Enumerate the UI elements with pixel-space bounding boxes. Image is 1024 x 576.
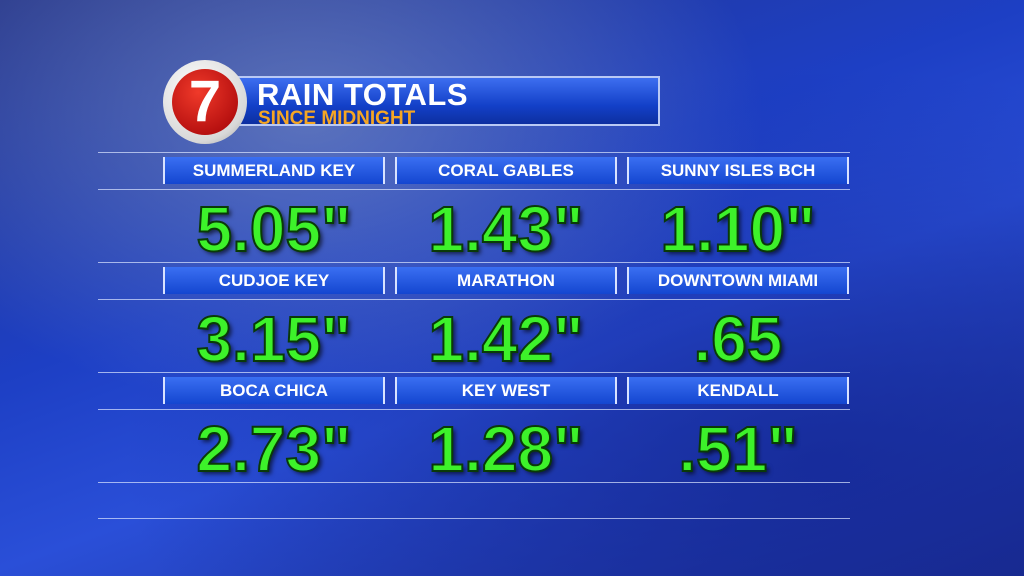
- rain-total: 1.42": [428, 302, 585, 376]
- rain-total: 1.10": [660, 192, 817, 266]
- divider-line: [98, 262, 850, 263]
- divider-line: [98, 299, 850, 300]
- divider-line: [98, 482, 850, 483]
- rain-total: .51": [677, 412, 798, 486]
- header-title: RAIN TOTALS: [257, 77, 469, 112]
- logo-number: 7: [172, 69, 238, 135]
- rain-total: 2.73": [196, 412, 353, 486]
- divider-line: [98, 189, 850, 190]
- rain-total: .65: [693, 302, 784, 376]
- divider-line: [98, 409, 850, 410]
- location-label: KENDALL: [627, 377, 849, 404]
- divider-line: [98, 152, 850, 153]
- location-label: SUNNY ISLES BCH: [627, 157, 849, 184]
- rain-total: 1.28": [428, 412, 585, 486]
- rain-total: 5.05": [196, 192, 353, 266]
- rain-total: 3.15": [196, 302, 353, 376]
- location-label: KEY WEST: [395, 377, 617, 404]
- station-logo: 7: [163, 60, 247, 144]
- divider-line: [98, 372, 850, 373]
- location-label: BOCA CHICA: [163, 377, 385, 404]
- location-label: CUDJOE KEY: [163, 267, 385, 294]
- location-label: MARATHON: [395, 267, 617, 294]
- rain-total: 1.43": [428, 192, 585, 266]
- header-subtitle: SINCE MIDNIGHT: [258, 108, 416, 129]
- location-label: DOWNTOWN MIAMI: [627, 267, 849, 294]
- location-label: SUMMERLAND KEY: [163, 157, 385, 184]
- header-bar: [175, 76, 660, 126]
- location-label: CORAL GABLES: [395, 157, 617, 184]
- divider-line: [98, 518, 850, 519]
